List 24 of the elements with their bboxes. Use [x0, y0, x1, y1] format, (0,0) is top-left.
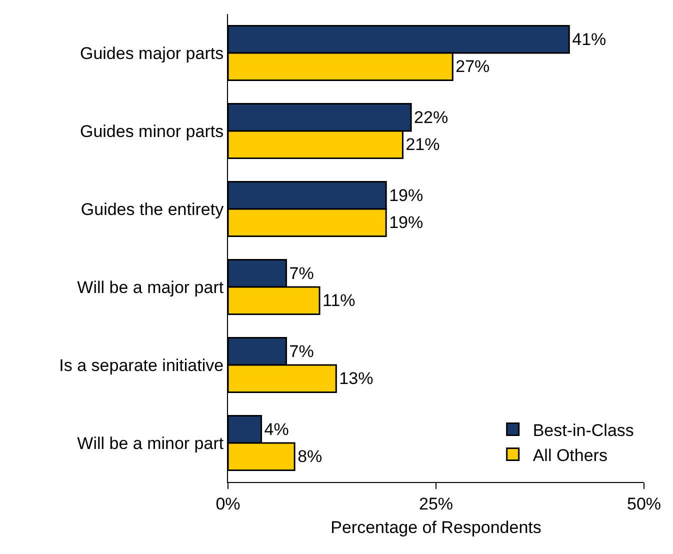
data-label: 19% — [389, 213, 424, 232]
y-tick-label: Guides major parts — [80, 44, 224, 63]
data-label: 7% — [289, 264, 314, 283]
data-label: 22% — [414, 108, 448, 127]
data-label: 13% — [339, 369, 374, 388]
data-label: 27% — [456, 57, 490, 76]
x-tick-label: 0% — [216, 494, 240, 514]
data-label: 19% — [389, 186, 424, 205]
data-label: 21% — [406, 135, 440, 154]
y-tick-label: Is a separate initiative — [59, 356, 224, 375]
x-tick-label: 25% — [418, 494, 454, 514]
y-tick-label: Guides minor parts — [80, 122, 224, 141]
y-tick-label: Will be a minor part — [77, 434, 224, 453]
data-label: 41% — [572, 30, 606, 49]
data-label: 7% — [289, 342, 314, 361]
data-label: 11% — [322, 291, 356, 310]
y-tick-label: Guides the entirety — [80, 200, 224, 219]
x-tick-label: 50% — [626, 494, 662, 514]
data-label: 8% — [298, 447, 322, 466]
x-axis-title: Percentage of Respondents — [330, 518, 542, 537]
data-label: 4% — [264, 420, 289, 439]
legend-label: Best-in-Class — [532, 420, 634, 440]
y-tick-label: Will be a major part — [77, 278, 224, 297]
legend-label: All Others — [532, 446, 608, 465]
